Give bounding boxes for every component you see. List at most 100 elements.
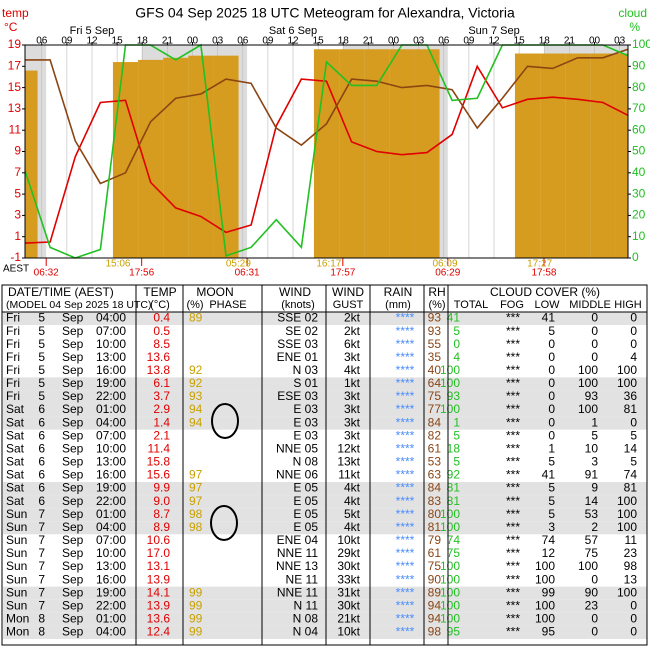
- table-cell: Sep: [62, 350, 84, 364]
- x-tick-label: 18: [137, 36, 149, 47]
- table-cell: 0: [548, 350, 555, 364]
- header-cell: HIGH: [614, 299, 642, 311]
- table-cell: 89: [428, 585, 442, 599]
- header-cell: FOG: [500, 299, 524, 311]
- table-cell: 3kt: [344, 415, 361, 429]
- table-cell: ****: [396, 350, 415, 364]
- table-cell: Sep: [62, 533, 84, 547]
- table-cell: 100: [440, 402, 460, 416]
- y2-tick-label: 20: [632, 208, 646, 222]
- table-cell: 2: [591, 520, 598, 534]
- table-cell: 99: [189, 625, 203, 639]
- table-cell: 57: [585, 533, 599, 547]
- y-axis-unit: °C: [4, 20, 18, 34]
- table-cell: 100: [440, 572, 460, 586]
- table-cell: ***: [506, 311, 520, 325]
- table-cell: 75: [447, 546, 461, 560]
- row-shade: [3, 612, 647, 626]
- table-cell: ****: [396, 455, 415, 469]
- table-cell: 5: [453, 428, 460, 442]
- y-tick-label: 5: [14, 186, 21, 200]
- sun-time-label: 06:29: [435, 268, 460, 279]
- table-cell: Sep: [62, 468, 84, 482]
- table-cell: Sep: [62, 585, 84, 599]
- table-cell: 94: [189, 415, 203, 429]
- series-line: [25, 48, 629, 185]
- table-cell: 4kt: [344, 363, 361, 377]
- x-tick-label: 09: [463, 36, 475, 47]
- table-cell: 4kt: [344, 520, 361, 534]
- y2-tick-label: 40: [632, 165, 646, 179]
- table-cell: E 03: [293, 428, 318, 442]
- table-cell: 4: [453, 350, 460, 364]
- table-cell: 74: [624, 468, 638, 482]
- table-cell: S 01: [293, 376, 318, 390]
- table-cell: Sep: [62, 415, 84, 429]
- y-tick-label: 11: [9, 122, 22, 136]
- table-cell: 94: [428, 598, 442, 612]
- table-cell: Sat: [6, 415, 25, 429]
- table-cell: 18: [447, 441, 461, 455]
- table-cell: 0.5: [153, 324, 170, 338]
- table-cell: 100: [617, 585, 637, 599]
- x-tick-label: 00: [388, 36, 400, 47]
- table-cell: 99: [189, 612, 203, 626]
- table-cell: 15.8: [147, 455, 171, 469]
- table-cell: Sep: [62, 389, 84, 403]
- table-cell: Sep: [62, 311, 84, 325]
- moon-phase-icon: [210, 505, 238, 541]
- sun-time-label: 17:58: [531, 268, 556, 279]
- table-cell: Sep: [62, 625, 84, 639]
- table-cell: 7: [38, 585, 45, 599]
- moon-time-label: 15:06: [105, 259, 130, 270]
- table-cell: 6: [38, 468, 45, 482]
- table-cell: SSE 03: [277, 337, 318, 351]
- table-cell: 100: [617, 363, 637, 377]
- x-tick-label: 00: [187, 36, 199, 47]
- table-cell: ****: [396, 533, 415, 547]
- table-cell: Sun: [6, 572, 27, 586]
- table-cell: ***: [506, 415, 520, 429]
- table-cell: ENE 01: [277, 350, 319, 364]
- table-cell: ***: [506, 546, 520, 560]
- table-cell: Sep: [62, 507, 84, 521]
- table-cell: ****: [396, 389, 415, 403]
- table-cell: ***: [506, 572, 520, 586]
- table-cell: Fri: [6, 376, 20, 390]
- table-cell: 75: [428, 389, 442, 403]
- table-cell: 100: [535, 572, 555, 586]
- table-cell: ****: [396, 415, 415, 429]
- table-cell: 0: [630, 311, 637, 325]
- table-cell: 9.9: [153, 481, 170, 495]
- table-cell: Sep: [62, 572, 84, 586]
- x-tick-label: 12: [86, 36, 98, 47]
- table-cell: 16:00: [96, 572, 126, 586]
- table-cell: 100: [440, 376, 460, 390]
- table-cell: 63: [428, 468, 442, 482]
- table-cell: ***: [506, 598, 520, 612]
- table-cell: 93: [447, 389, 461, 403]
- table-cell: 100: [535, 612, 555, 626]
- table-cell: 99: [189, 598, 203, 612]
- y-axis-label: temp: [2, 6, 29, 20]
- x-tick-label: 15: [112, 36, 124, 47]
- header-cell: RH: [428, 285, 445, 299]
- table-cell: 6: [38, 455, 45, 469]
- y2-tick-label: 70: [632, 101, 646, 115]
- table-cell: 5kt: [344, 507, 361, 521]
- cloud-bar: [163, 57, 189, 258]
- table-cell: Sun: [6, 533, 27, 547]
- table-cell: 90: [428, 572, 442, 586]
- y-tick-label: 15: [8, 80, 22, 94]
- table-cell: 16:00: [96, 363, 126, 377]
- table-cell: Fri: [6, 311, 20, 325]
- x-tick-label: 03: [212, 36, 224, 47]
- table-cell: 7: [38, 507, 45, 521]
- sun-time-label: 17:57: [330, 268, 355, 279]
- table-cell: 01:00: [96, 507, 126, 521]
- table-cell: Sun: [6, 546, 27, 560]
- table-cell: 0: [548, 428, 555, 442]
- table-cell: 6: [38, 415, 45, 429]
- table-cell: E 05: [293, 494, 318, 508]
